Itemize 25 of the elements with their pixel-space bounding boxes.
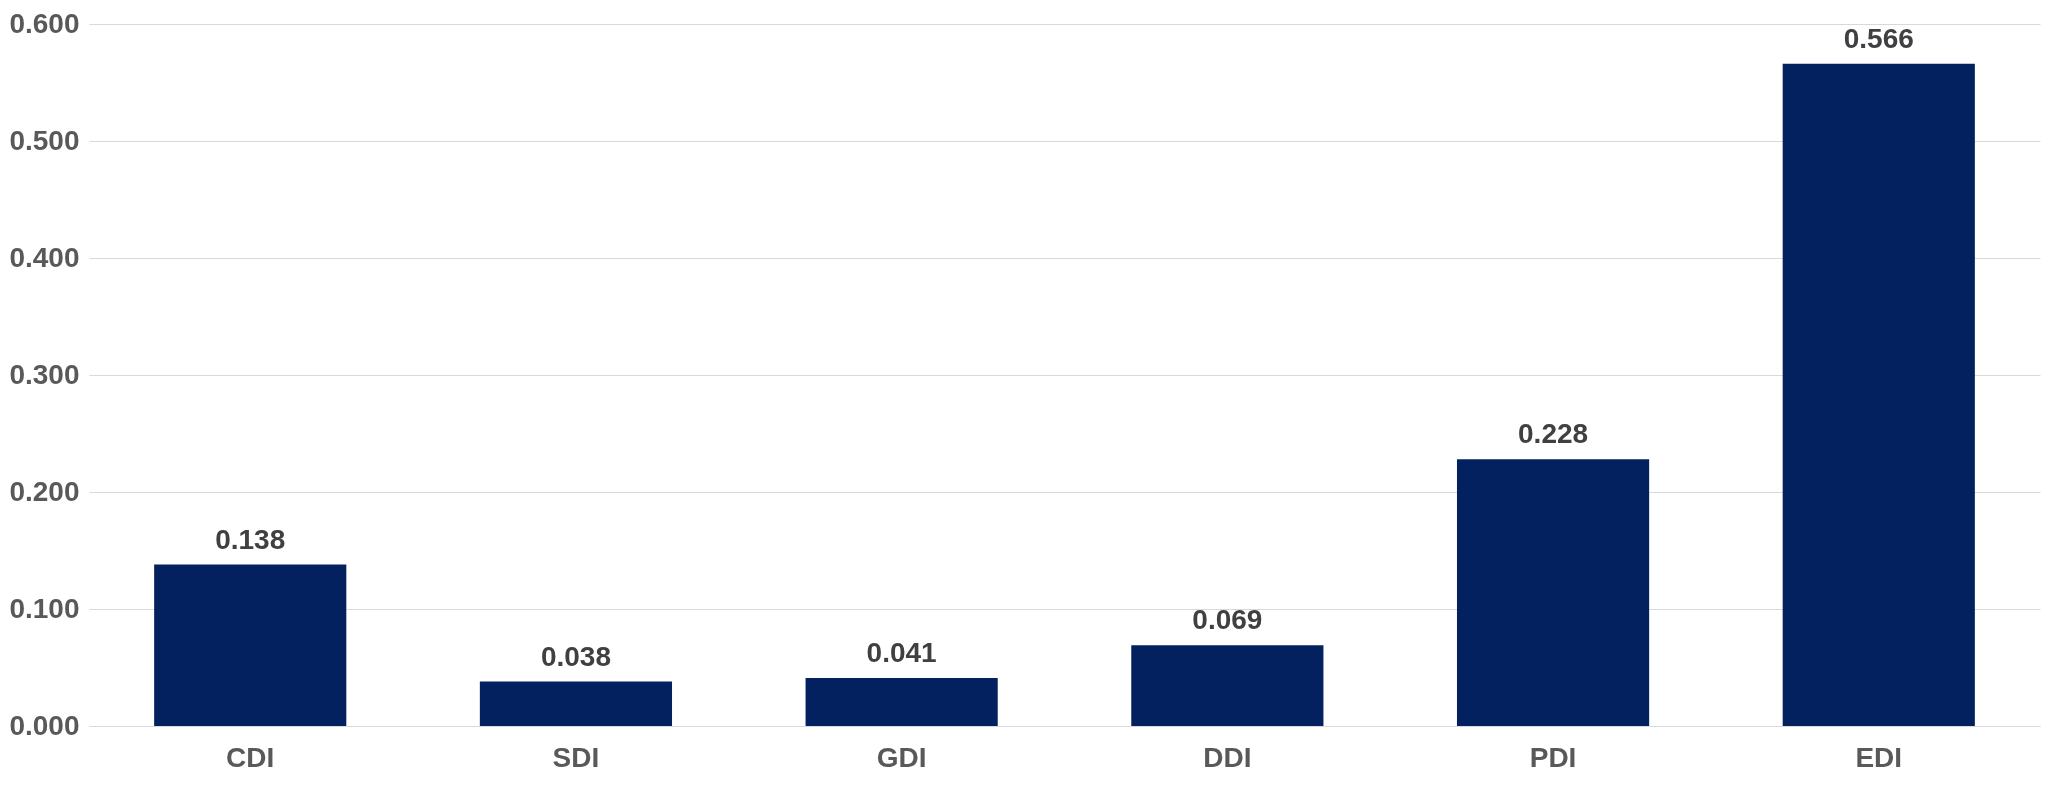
y-tick-label: 0.000 [9,709,80,741]
y-tick-label: 0.200 [9,475,80,507]
x-tick-label: CDI [226,741,275,773]
data-label: 0.038 [540,640,611,672]
x-tick-label: SDI [552,741,600,773]
y-tick-label: 0.600 [9,7,80,39]
x-tick-label: DDI [1203,741,1252,773]
bar [1131,645,1324,726]
data-label: 0.138 [215,523,286,555]
y-tick-label: 0.400 [9,241,80,273]
data-label: 0.566 [1843,22,1914,54]
data-label: 0.069 [1192,604,1263,636]
x-tick-label: GDI [876,741,927,773]
data-label: 0.041 [866,637,937,669]
data-label: 0.228 [1518,418,1589,450]
bar [1782,63,1975,726]
x-tick-label: EDI [1855,741,1903,773]
bar [805,678,998,726]
x-tick-label: PDI [1529,741,1577,773]
y-tick-label: 0.500 [9,124,80,156]
bar [479,681,673,726]
bar [154,564,347,726]
y-tick-label: 0.100 [9,592,80,624]
y-tick-label: 0.300 [9,358,80,390]
bar [1456,459,1650,726]
